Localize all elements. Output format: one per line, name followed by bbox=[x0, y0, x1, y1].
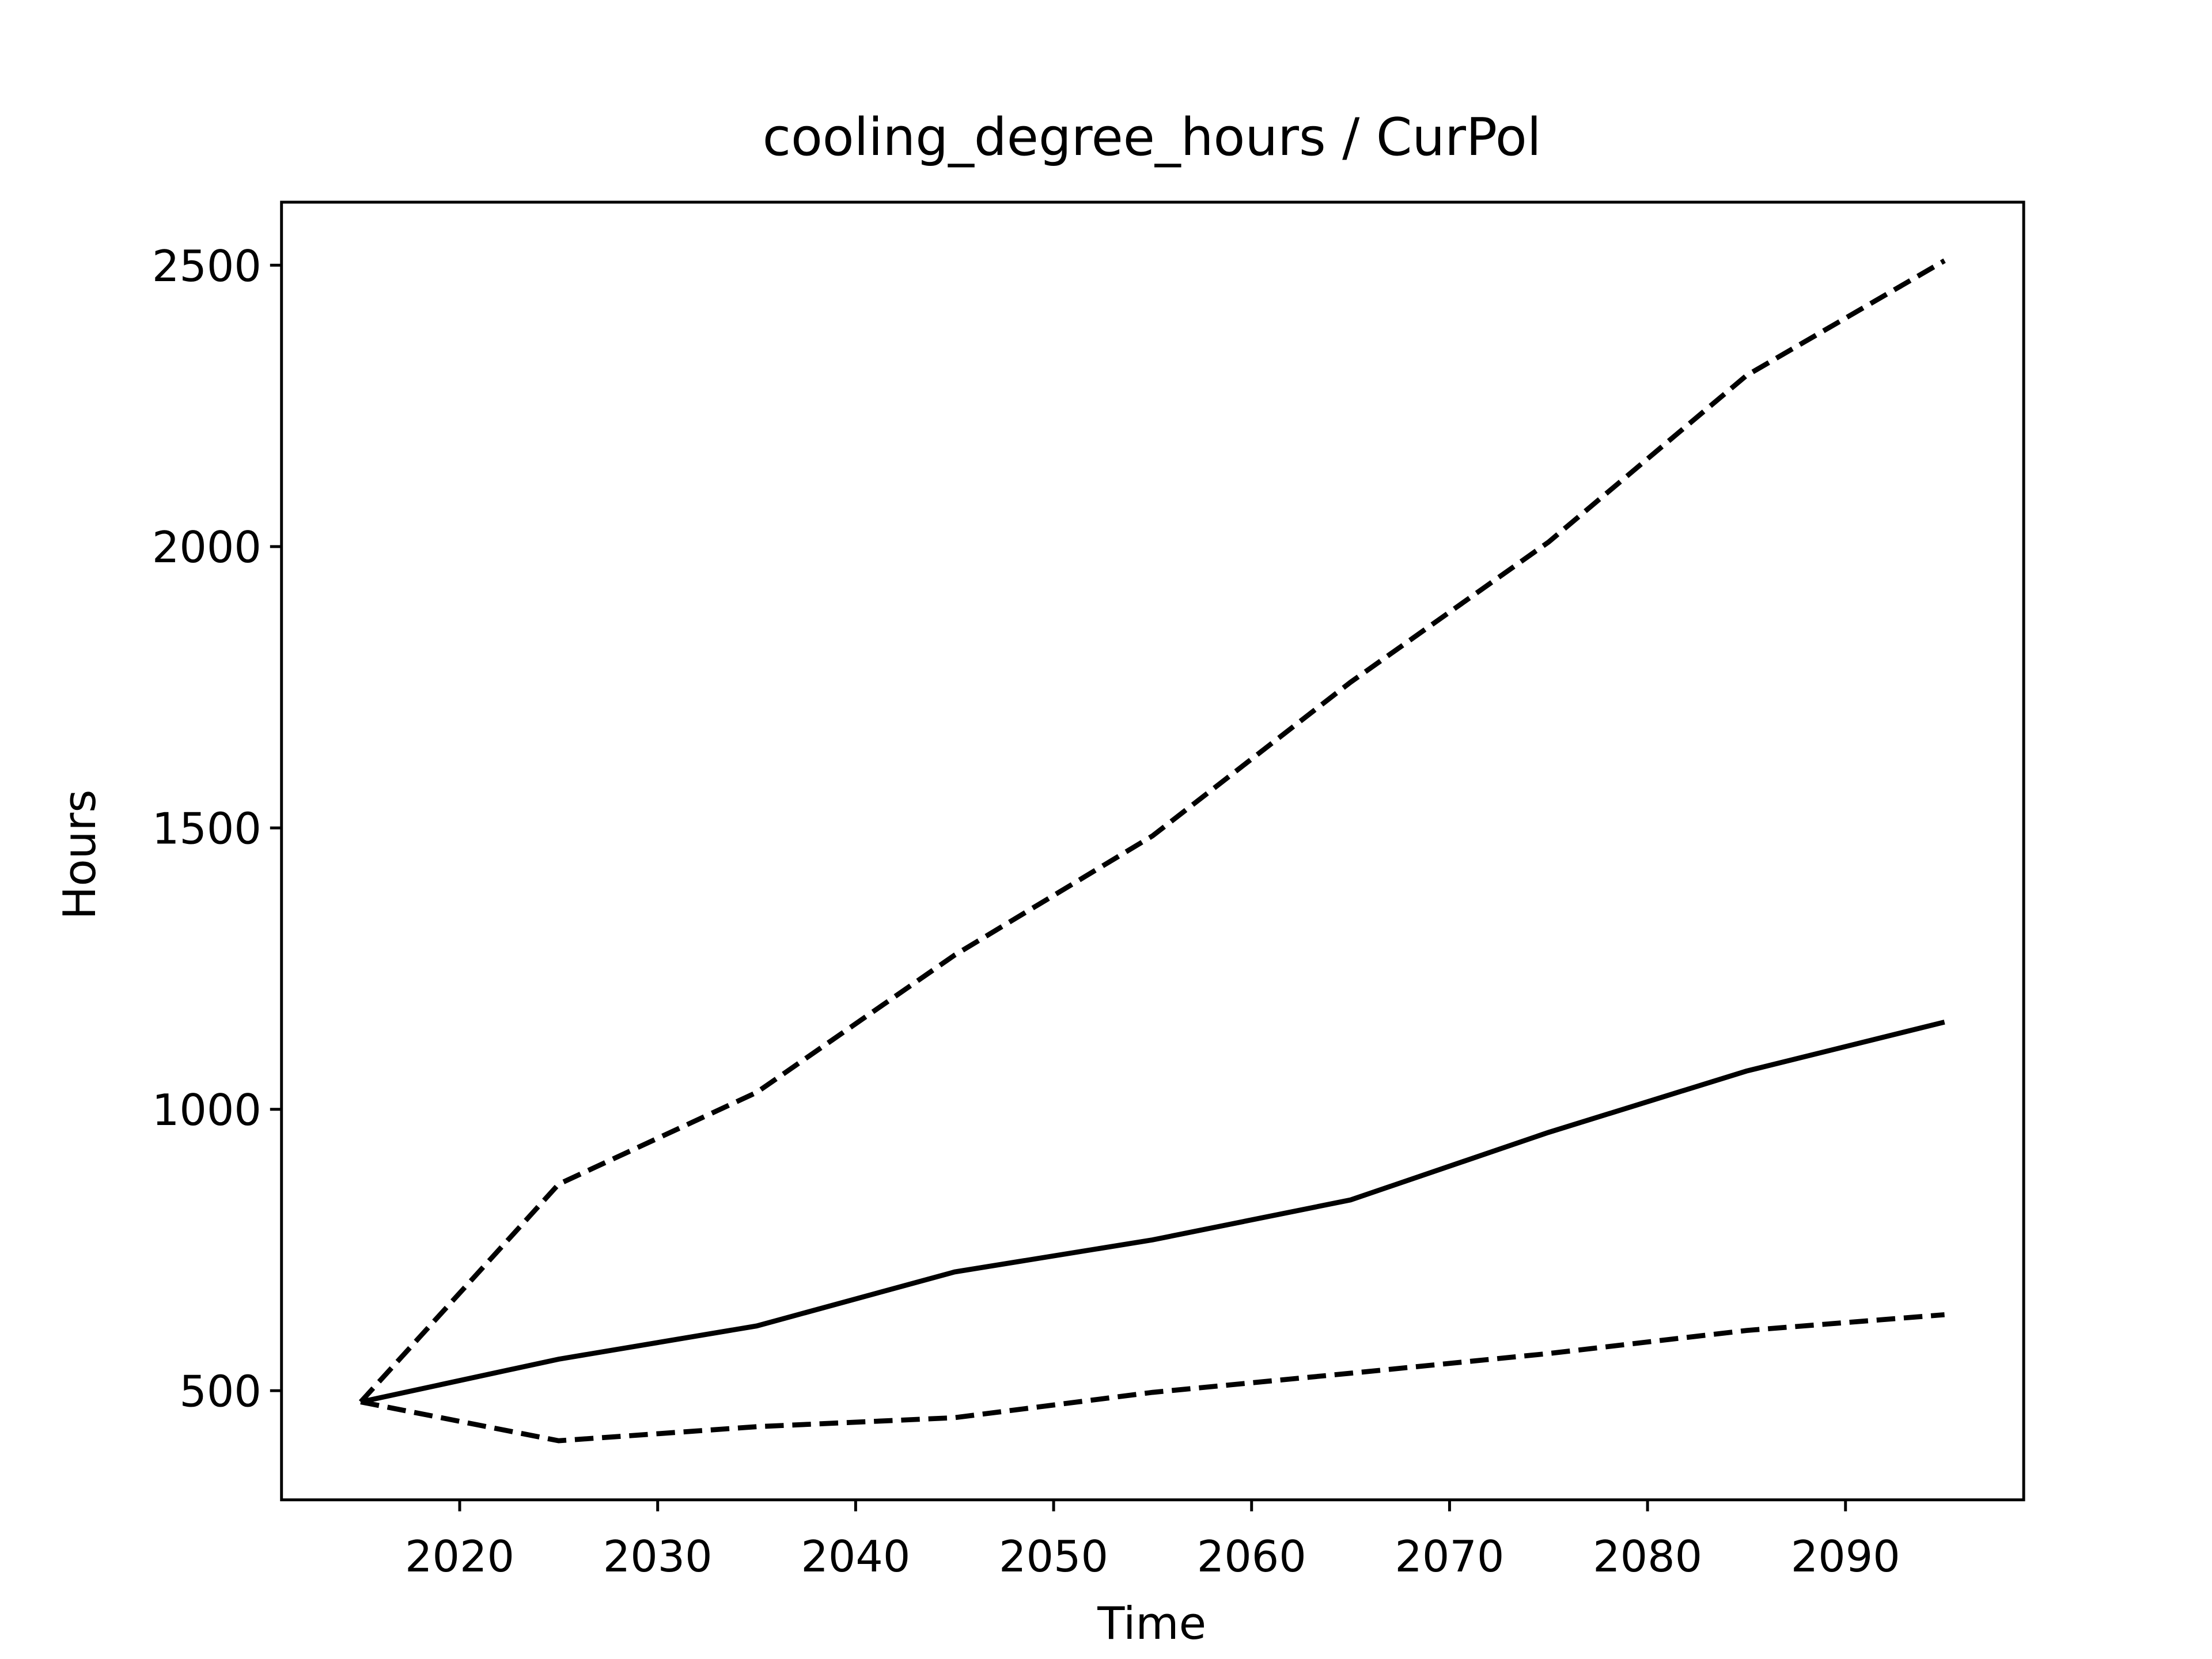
x-tick-label: 2080 bbox=[1593, 1532, 1702, 1582]
line-series bbox=[358, 258, 1946, 1404]
x-tick-label: 2040 bbox=[801, 1532, 910, 1582]
y-tick-label: 2000 bbox=[152, 522, 262, 573]
chart-title: cooling_degree_hours / CurPol bbox=[763, 108, 1541, 168]
x-tick-label: 2090 bbox=[1791, 1532, 1900, 1582]
y-tick-label: 1500 bbox=[152, 804, 262, 854]
y-tick-label: 2500 bbox=[152, 241, 262, 291]
x-axis-label: Time bbox=[1097, 1598, 1206, 1650]
line-series bbox=[360, 1312, 1945, 1444]
plot-frame bbox=[280, 200, 2025, 1502]
x-tick-label: 2030 bbox=[603, 1532, 713, 1582]
x-tick-label: 2060 bbox=[1197, 1532, 1306, 1582]
x-tick-label: 2050 bbox=[999, 1532, 1108, 1582]
x-tick-label: 2070 bbox=[1395, 1532, 1504, 1582]
line-series bbox=[360, 1020, 1945, 1404]
x-tick-label: 2020 bbox=[405, 1532, 514, 1582]
y-tick-label: 500 bbox=[179, 1367, 261, 1417]
y-axis-label: Hours bbox=[54, 790, 106, 920]
y-tick-label: 1000 bbox=[152, 1085, 262, 1135]
